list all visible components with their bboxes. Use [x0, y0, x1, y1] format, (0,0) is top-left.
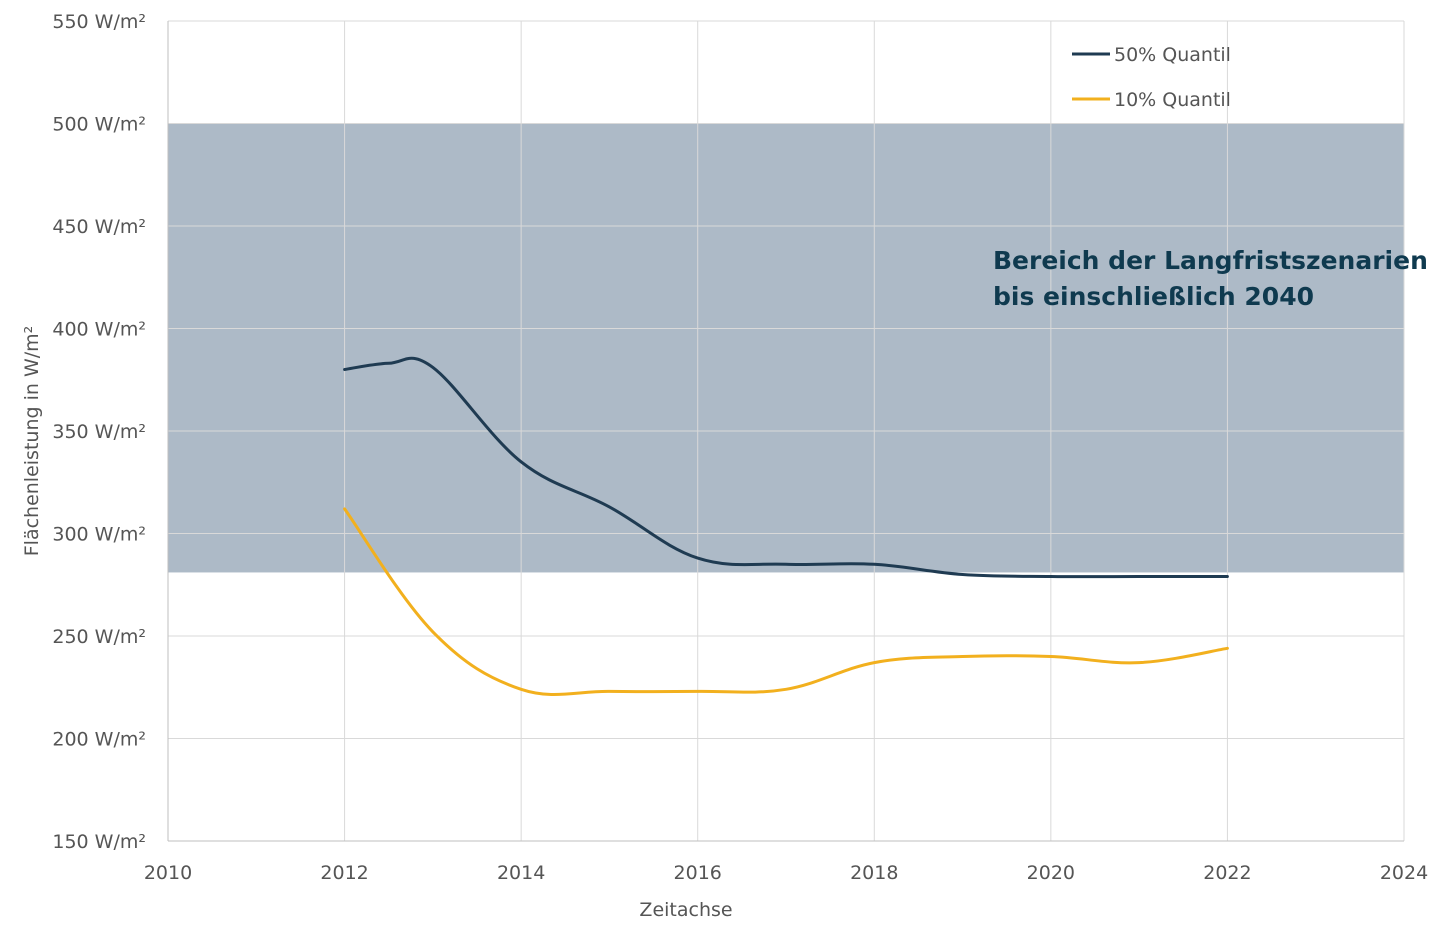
x-tick-label: 2012 [320, 862, 368, 884]
y-tick-label: 150 W/m² [52, 831, 146, 853]
band-label-line: bis einschließlich 2040 [993, 282, 1314, 311]
x-tick-label: 2016 [674, 862, 722, 884]
axes: 150 W/m² 200 W/m² 250 W/m² 300 W/m² 350 W/m²… [21, 11, 1428, 921]
scenario-band-layer [168, 123, 1404, 573]
y-axis-title: Flächenleistung in W/m² [21, 326, 43, 557]
y-tick-label: 300 W/m² [52, 524, 146, 546]
x-tick-label: 2020 [1027, 862, 1075, 884]
legend-label: 50% Quantil [1114, 44, 1231, 66]
legend-label: 10% Quantil [1114, 89, 1231, 111]
x-tick-label: 2024 [1380, 862, 1428, 884]
series-line-50-quantil [343, 356, 1229, 579]
labels: Bereich der Langfristszenarien bis einsch… [993, 246, 1428, 311]
y-tick-label: 250 W/m² [52, 626, 146, 648]
y-tick-label: 450 W/m² [52, 216, 146, 238]
series-lines [343, 356, 1229, 697]
y-tick-label: 550 W/m² [52, 11, 146, 33]
series-line-10-quantil [343, 507, 1229, 697]
y-tick-label: 500 W/m² [52, 114, 146, 136]
x-axis-title: Zeitachse [639, 899, 732, 921]
y-tick-label: 200 W/m² [52, 729, 146, 751]
x-tick-label: 2018 [850, 862, 898, 884]
x-tick-label: 2010 [144, 862, 192, 884]
band-label-line: Bereich der Langfristszenarien [993, 246, 1428, 275]
x-tick-label: 2014 [497, 862, 545, 884]
y-tick-label: 350 W/m² [52, 421, 146, 443]
y-tick-label: 400 W/m² [52, 319, 146, 341]
scenario-band [168, 123, 1404, 573]
x-tick-label: 2022 [1203, 862, 1251, 884]
legend: 50% Quantil 10% Quantil [1072, 44, 1231, 111]
